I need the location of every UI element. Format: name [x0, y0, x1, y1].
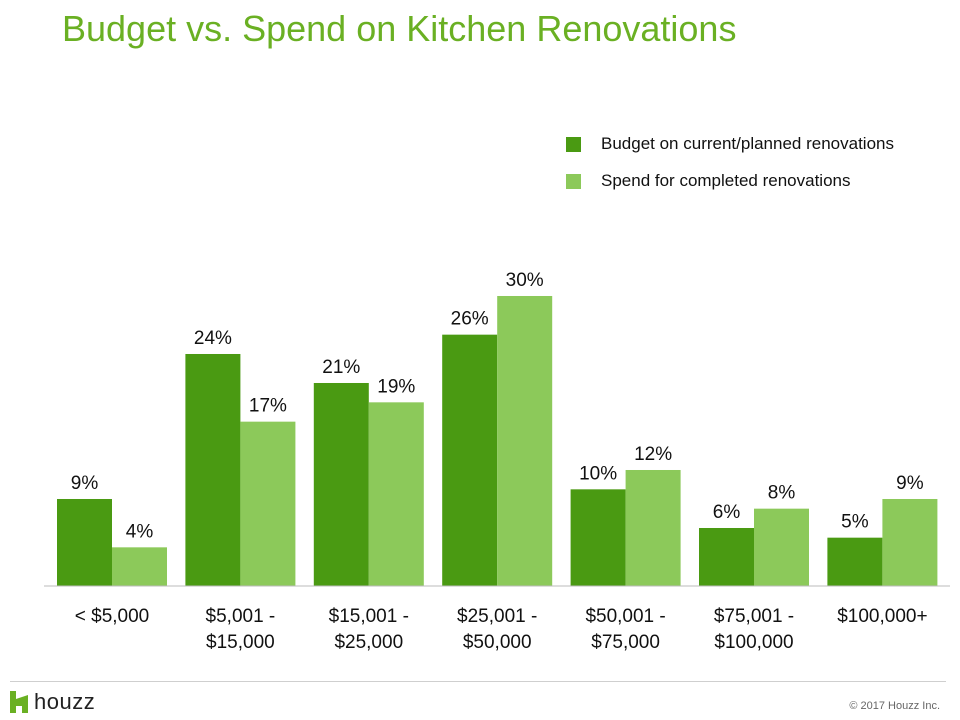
x-tick-label-6: $100,000+ [837, 606, 927, 627]
bar-budget-5 [699, 527, 754, 586]
houzz-logo-icon [10, 691, 28, 713]
bar-spend-6 [882, 498, 938, 586]
bar-spend-5 [754, 508, 809, 586]
data-label-budget-3: 26% [451, 309, 489, 330]
data-label-budget-6: 5% [841, 512, 869, 533]
legend-swatch-spend [566, 174, 581, 189]
data-label-spend-0: 4% [126, 521, 154, 542]
bar-spend-0 [112, 547, 167, 586]
bar-spend-3 [497, 295, 553, 586]
data-label-budget-0: 9% [71, 473, 99, 494]
x-tick-label-1: $5,001 -$15,000 [206, 606, 276, 653]
x-tick-labels: < $5,000 $5,001 -$15,000 $15,001 -$25,000 $… [75, 606, 928, 653]
x-tick-label-3: $25,001 -$50,000 [457, 606, 537, 653]
data-label-spend-3: 30% [506, 270, 544, 291]
bar-budget-3 [442, 334, 498, 586]
legend-label-spend: Spend for completed renovations [601, 171, 851, 190]
data-label-spend-2: 19% [377, 376, 415, 397]
data-label-spend-5: 8% [768, 483, 796, 504]
bar-spend-1 [240, 421, 296, 586]
legend-label-budget: Budget on current/planned renovations [601, 134, 894, 153]
bar-budget-2 [313, 382, 369, 586]
data-label-spend-1: 17% [249, 396, 287, 417]
data-label-budget-2: 21% [322, 357, 360, 378]
data-label-budget-4: 10% [579, 463, 617, 484]
data-label-spend-4: 12% [634, 444, 672, 465]
footer-divider [10, 681, 946, 682]
houzz-logo[interactable]: houzz [10, 689, 96, 714]
chart-title: Budget vs. Spend on Kitchen Renovations [62, 8, 737, 49]
data-label-spend-6: 9% [896, 473, 924, 494]
bar-spend-4 [625, 469, 681, 586]
bar-budget-6 [827, 537, 883, 586]
bars [57, 295, 938, 586]
x-tick-label-2: $15,001 -$25,000 [329, 606, 409, 653]
bar-budget-1 [185, 353, 241, 586]
bar-budget-0 [57, 498, 112, 586]
bar-spend-2 [368, 402, 424, 586]
data-label-budget-1: 24% [194, 328, 232, 349]
legend: Budget on current/planned renovations Spe… [566, 134, 894, 190]
x-tick-label-4: $50,001 -$75,000 [585, 606, 665, 653]
logo-text: houzz [34, 689, 96, 714]
x-tick-label-5: $75,001 -$100,000 [714, 606, 794, 653]
bar-budget-4 [570, 489, 626, 586]
x-tick-label-0: < $5,000 [75, 606, 150, 627]
copyright-text: © 2017 Houzz Inc. [849, 700, 940, 712]
bar-chart: Budget on current/planned renovations Spe… [44, 134, 950, 653]
data-label-budget-5: 6% [713, 502, 741, 523]
value-labels: 9% 4% 24% 17% 21% 19% 26% 30% 10% 12% 6% 8% 5% 9% [71, 270, 924, 542]
legend-swatch-budget [566, 137, 581, 152]
